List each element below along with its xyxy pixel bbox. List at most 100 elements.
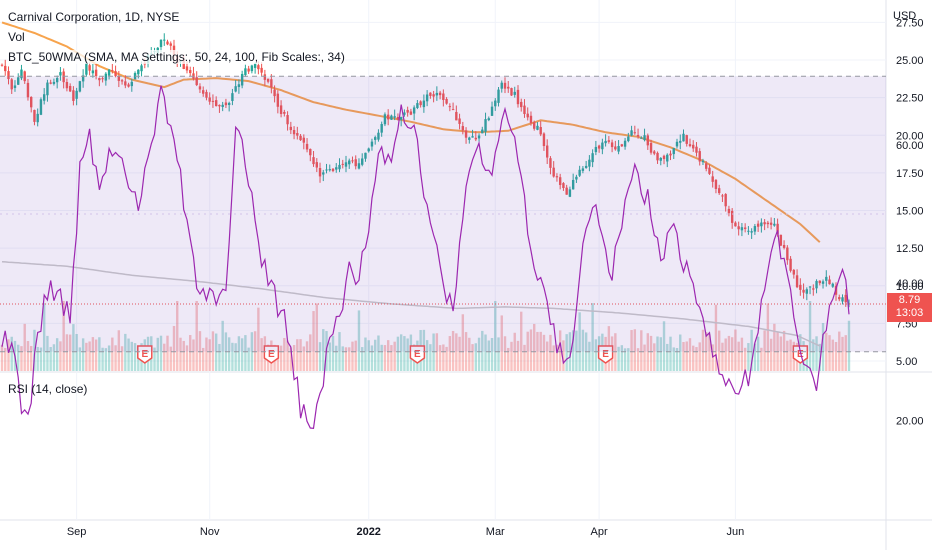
candle-body — [98, 78, 101, 81]
symbol-legend[interactable]: Carnival Corporation, 1D, NYSE — [8, 10, 180, 24]
candle-body — [432, 94, 435, 97]
volume-bar — [240, 338, 244, 371]
candle-body — [786, 247, 789, 261]
volume-bar — [179, 337, 182, 371]
candle-body — [393, 116, 396, 118]
volume-bar — [351, 341, 354, 371]
volume-bar — [357, 310, 361, 371]
volume-bar — [163, 343, 166, 371]
volume-bar — [536, 331, 539, 371]
candle-body — [429, 92, 432, 96]
volume-bar — [36, 346, 39, 371]
volume-bar — [487, 340, 490, 371]
volume-bar — [727, 335, 731, 371]
candle-body — [39, 99, 43, 115]
volume-bar — [52, 344, 56, 371]
volume-bar — [455, 333, 458, 371]
candle-body — [266, 78, 270, 82]
candle-body — [831, 283, 834, 287]
candle-body — [773, 223, 776, 226]
volume-bar — [335, 345, 338, 371]
volume-bar — [218, 343, 221, 371]
volume-bar — [354, 340, 357, 371]
candle-body — [591, 153, 594, 163]
volume-bar — [520, 311, 523, 371]
candle-body — [46, 82, 49, 96]
volume-bar — [169, 346, 172, 371]
volume-bar — [315, 303, 318, 371]
volume-bar — [656, 336, 659, 371]
volume-legend[interactable]: Vol — [8, 30, 25, 44]
candle-body — [130, 81, 134, 87]
candle-body — [468, 137, 471, 140]
candle-body — [42, 94, 46, 101]
volume-bar — [289, 347, 293, 371]
earnings-label: E — [414, 349, 421, 360]
volume-bar — [533, 323, 536, 371]
rsi-tick-label: 20.00 — [896, 416, 924, 428]
volume-bar — [81, 338, 85, 371]
candle-body — [36, 113, 39, 123]
candle-body — [137, 69, 140, 75]
candle-body — [227, 102, 231, 105]
candle-body — [477, 135, 481, 139]
volume-bar — [338, 332, 341, 371]
candle-body — [695, 146, 698, 153]
candle-body — [185, 66, 189, 71]
candle-body — [364, 152, 367, 159]
candle-body — [75, 90, 78, 99]
volume-bar — [393, 341, 396, 371]
candle-body — [620, 144, 624, 147]
candle-body — [7, 71, 10, 80]
candle-body — [617, 146, 620, 152]
candle-body — [510, 88, 513, 96]
candle-body — [283, 111, 286, 114]
candle-body — [101, 78, 104, 80]
volume-bar — [786, 340, 789, 371]
volume-bar — [341, 346, 344, 371]
candle-body — [331, 168, 335, 172]
candle-body — [127, 84, 130, 87]
volume-bar — [117, 330, 121, 371]
candle-body — [299, 135, 302, 141]
candle-body — [458, 118, 461, 124]
volume-bar — [299, 339, 302, 371]
candle-body — [270, 79, 273, 88]
volume-bar — [176, 301, 179, 371]
moving-average-legend[interactable]: BTC_50WMA (SMA, MA Settings:, 50, 24, 10… — [8, 50, 345, 64]
candle-body — [610, 142, 614, 148]
time-tick-label: Sep — [67, 526, 87, 538]
volume-bar — [198, 331, 202, 371]
candle-body — [584, 165, 588, 168]
candle-body — [318, 168, 322, 177]
volume-bar — [578, 312, 581, 371]
candle-body — [581, 168, 585, 171]
candle-body — [825, 276, 828, 281]
volume-bar — [549, 334, 552, 371]
candle-body — [494, 100, 497, 107]
volume-bar — [318, 342, 322, 371]
volume-bar — [348, 347, 351, 371]
candle-body — [263, 74, 267, 80]
volume-bar — [782, 330, 786, 371]
volume-bar — [669, 336, 672, 371]
time-tick-label: Mar — [486, 526, 505, 538]
volume-bar — [120, 346, 124, 371]
candle-body — [682, 133, 685, 142]
volume-bar — [841, 336, 844, 371]
candle-body — [734, 222, 737, 227]
candle-body — [630, 130, 633, 136]
candle-body — [88, 65, 91, 71]
rsi-legend[interactable]: RSI (14, close) — [8, 382, 88, 396]
volume-bar — [185, 345, 189, 371]
volume-bar — [477, 337, 481, 371]
candle-body — [189, 70, 192, 74]
earnings-marker: E — [409, 345, 426, 364]
candle-body — [604, 140, 607, 144]
volume-bar — [724, 338, 727, 371]
candle-body — [59, 72, 62, 76]
price-tick-label: 10.00 — [896, 281, 924, 293]
volume-bar — [630, 330, 633, 371]
